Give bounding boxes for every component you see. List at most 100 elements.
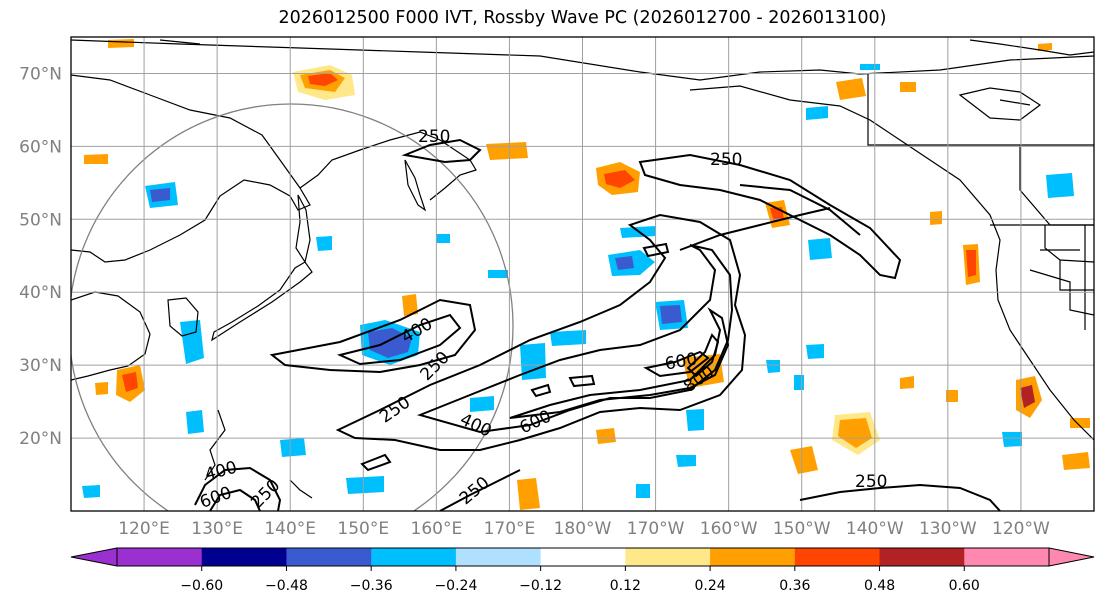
colorbar-bin — [117, 548, 203, 566]
colorbar-bin — [879, 548, 965, 566]
ivt-contour-250 — [739, 184, 861, 236]
positive-anomaly-patch — [95, 382, 108, 395]
negative-anomaly-patch — [436, 234, 450, 243]
positive-anomaly-patch — [108, 39, 134, 48]
ivt-contour-250 — [439, 469, 521, 511]
ivt-contour-400 — [336, 313, 462, 366]
positive-anomaly-patch — [900, 376, 914, 389]
negative-anomaly-patch — [636, 484, 650, 498]
longitude-label: 120°E — [118, 519, 170, 539]
positive-anomaly-patch — [486, 142, 528, 160]
contour-label: 250 — [710, 150, 742, 170]
positive-anomaly-patch — [517, 478, 540, 510]
positive-anomaly-patch — [308, 73, 338, 86]
positive-anomaly-patch — [402, 294, 418, 316]
colorbar-tick-label: 0.48 — [864, 578, 895, 594]
ivt-contour-800 — [686, 333, 720, 378]
positive-anomaly-patch — [122, 372, 138, 392]
positive-anomaly-patch — [1062, 452, 1090, 470]
negative-anomaly-patch — [686, 409, 704, 431]
longitude-label: 130°E — [191, 519, 243, 539]
ivt-contour-600 — [509, 307, 730, 419]
negative-anomaly-patch — [180, 320, 204, 364]
longitude-label: 140°E — [264, 519, 316, 539]
negative-anomaly-patch — [794, 375, 804, 390]
positive-anomaly-patch — [1020, 385, 1035, 408]
negative-anomaly-patch — [470, 396, 494, 412]
ivt-contour-250 — [269, 298, 477, 374]
latitude-label: 70°N — [19, 64, 62, 84]
negative-anomaly-patch — [676, 455, 696, 467]
longitude-label: 120°W — [992, 519, 1050, 539]
ivt-contour-250 — [638, 153, 902, 280]
latitude-label: 30°N — [19, 356, 62, 376]
longitude-label: 170°W — [627, 519, 685, 539]
colorbar-bin — [201, 548, 287, 566]
colorbar-bin — [540, 548, 626, 566]
colorbar-extend-max — [1048, 547, 1095, 567]
longitude-label: 170°E — [484, 519, 536, 539]
colorbar-tick-label: 0.24 — [695, 578, 726, 594]
negative-anomaly-patch — [860, 64, 880, 70]
ivt-contour-250 — [530, 383, 552, 398]
ivt-contour-250 — [360, 453, 392, 472]
positive-anomaly-patch — [838, 418, 872, 448]
positive-anomaly-patch — [966, 250, 976, 277]
ivt-contour-250 — [799, 483, 1001, 511]
negative-anomaly-patch — [550, 330, 586, 346]
latitude-label: 50°N — [19, 210, 62, 230]
positive-anomaly-patch — [596, 428, 616, 444]
colorbar-bin — [286, 548, 372, 566]
negative-anomaly-patch — [186, 410, 204, 434]
colorbar: −0.60 −0.48 −0.36 −0.24 −0.12 0.12 0.24 0.36 0.4… — [70, 547, 1095, 594]
colorbar-tick-label: 0.60 — [949, 578, 980, 594]
colorbar-tick-label: −0.12 — [519, 578, 562, 594]
negative-anomaly-patch — [488, 270, 508, 278]
positive-anomaly-patch — [930, 211, 942, 225]
ivt-contour-250 — [642, 242, 670, 258]
negative-anomaly-patch — [1046, 173, 1074, 198]
latitude-label: 40°N — [19, 283, 62, 303]
contour-label: 250 — [855, 472, 887, 492]
ivt-contour-600 — [209, 488, 261, 511]
latitude-labels: 70°N 60°N 50°N 40°N 30°N 20°N — [19, 64, 62, 449]
negative-anomaly-patch — [316, 236, 332, 251]
colorbar-tick-label: −0.24 — [434, 578, 477, 594]
negative-anomaly-patch — [520, 343, 546, 380]
ivt-contour-250 — [679, 207, 831, 251]
negative-anomaly-patch — [806, 344, 824, 359]
latitude-label: 60°N — [19, 137, 62, 157]
coastlines — [71, 39, 1094, 499]
reference-circle — [71, 103, 514, 511]
longitude-label: 160°E — [411, 519, 463, 539]
positive-anomaly-patch — [836, 78, 866, 100]
positive-anomaly-patch — [1038, 43, 1052, 51]
longitude-label: 130°W — [919, 519, 977, 539]
colorbar-bin — [371, 548, 457, 566]
negative-anomaly-patch — [806, 106, 828, 120]
negative-anomaly-patch — [346, 476, 384, 494]
colorbar-tick-label: −0.60 — [180, 578, 223, 594]
positive-anomaly-patch — [604, 170, 635, 188]
colorbar-bin — [964, 548, 1050, 566]
longitude-label: 150°W — [773, 519, 831, 539]
colorbar-frame — [116, 547, 1050, 567]
negative-anomaly-patch — [766, 360, 780, 373]
latitude-label: 20°N — [19, 429, 62, 449]
negative-anomaly-patch — [82, 485, 100, 498]
negative-anomaly-patch — [150, 188, 170, 202]
positive-anomaly-patch — [946, 390, 958, 402]
longitude-label: 160°W — [700, 519, 758, 539]
longitude-label: 140°W — [846, 519, 904, 539]
longitude-labels: 120°E 130°E 140°E 150°E 160°E 170°E 180°W 170°W… — [118, 519, 1050, 539]
longitude-label: 150°E — [337, 519, 389, 539]
ivt-contour-400 — [194, 466, 282, 511]
positive-anomaly-patch — [84, 154, 108, 164]
colorbar-tick-label: 0.36 — [779, 578, 810, 594]
negative-anomaly-patch — [1002, 432, 1022, 447]
colorbar-tick-label: 0.12 — [610, 578, 641, 594]
map-title: 2026012500 F000 IVT, Rossby Wave PC (202… — [278, 8, 887, 28]
map-frame — [70, 36, 1095, 512]
negative-anomaly-patch — [280, 438, 306, 457]
